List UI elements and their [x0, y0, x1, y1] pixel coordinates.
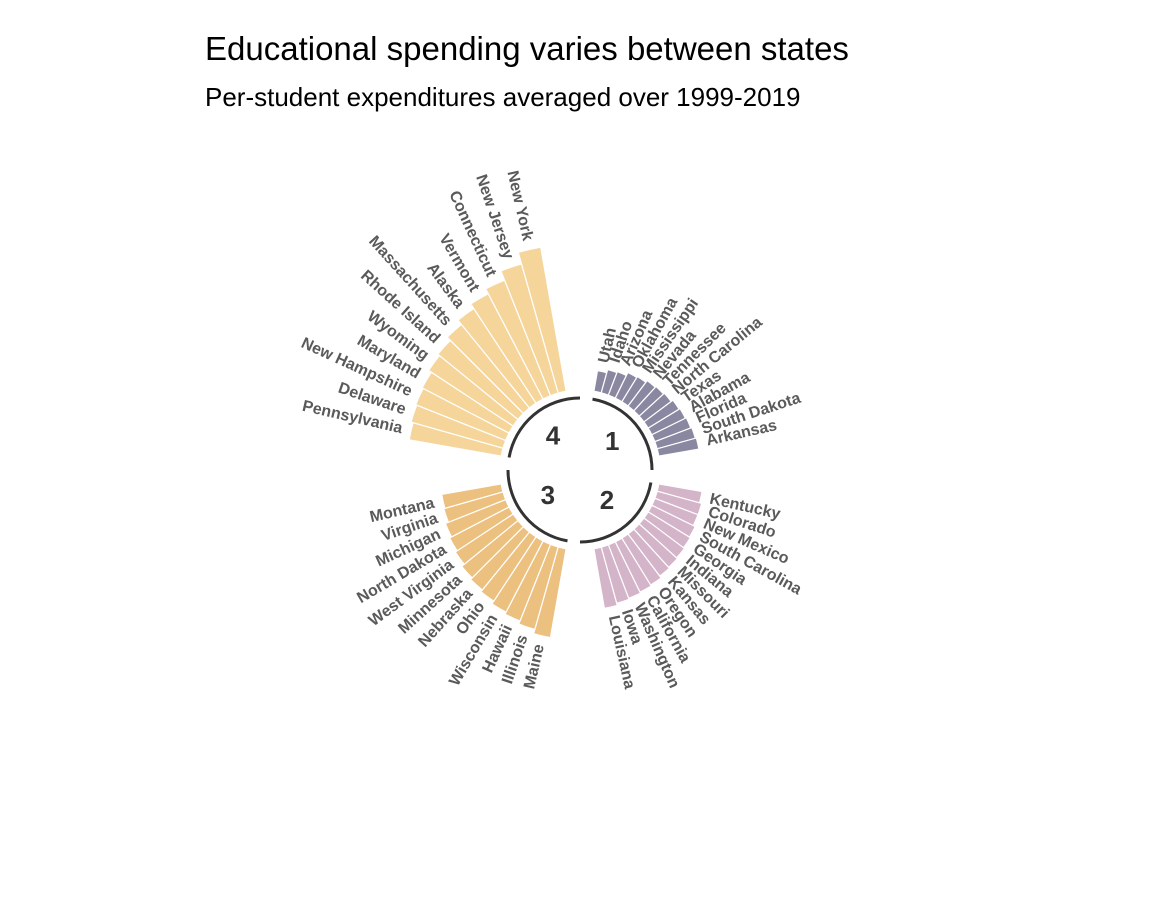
bar-michigan — [444, 498, 510, 538]
bar-louisiana — [593, 546, 619, 610]
chart-title: Educational spending varies between stat… — [205, 30, 849, 67]
group-arc — [507, 396, 581, 458]
bar-virginia — [443, 491, 507, 524]
bar-montana — [440, 483, 504, 510]
group-label: 1 — [605, 426, 619, 456]
chart-subtitle: Per-student expenditures averaged over 1… — [205, 82, 801, 112]
bar-ohio — [479, 531, 537, 603]
bar-maine — [532, 546, 567, 639]
group-label: 3 — [541, 480, 555, 510]
group-label: 4 — [546, 421, 561, 451]
bar-wisconsin — [491, 536, 544, 613]
bar-arkansas — [656, 437, 700, 457]
group-arc — [579, 482, 653, 544]
bar-north-dakota — [448, 506, 514, 552]
bar-minnesota — [460, 519, 525, 579]
bar-new-york — [517, 246, 567, 394]
group-label: 2 — [600, 485, 614, 515]
bar-west-virginia — [454, 513, 519, 566]
bar-hawaii — [504, 540, 552, 622]
bar-nebraska — [469, 525, 531, 591]
group-arc — [506, 469, 568, 543]
bar-illinois — [518, 543, 559, 631]
group-arc — [592, 397, 654, 471]
